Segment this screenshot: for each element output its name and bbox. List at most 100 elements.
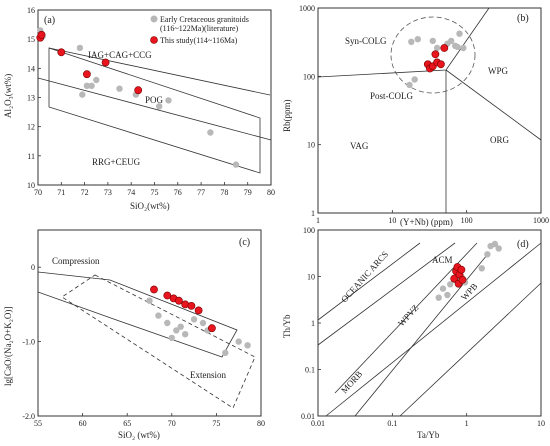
panel-a-ylabel: Al₂O₃(wt%) <box>3 74 13 118</box>
panel-d-fields <box>317 242 542 417</box>
legend-text-literature-age: (116~122Ma)(literature) <box>160 24 239 33</box>
literature-point <box>165 97 172 104</box>
y-tick-label: 10 <box>307 141 315 150</box>
field-label-oceanic-arcs: OCEANIC ARCS <box>339 249 390 304</box>
field-label-compression: Compression <box>52 256 100 266</box>
panel-d-axes: 0.01 0.1 1 10 0.01 0.1 1 10 100 <box>301 226 545 428</box>
this-study-point <box>57 48 66 57</box>
this-study-point <box>436 60 445 69</box>
panel-b-postcolg-ellipse <box>390 16 476 94</box>
literature-point <box>222 349 229 356</box>
x-tick-label: 75 <box>151 188 159 197</box>
field-label-vag: VAG <box>350 141 369 151</box>
panel-b: (b) 1 10 100 1000 1 10 100 1000 Syn-COLG WPG Po… <box>282 4 549 227</box>
literature-point <box>408 38 415 45</box>
panel-b-points <box>406 30 467 89</box>
panel-a: (a) 70 71 72 73 74 75 76 77 78 79 80 10 11 12 13 14 15 16… <box>3 6 275 211</box>
y-tick-label: 13 <box>27 94 35 103</box>
x-tick-label: 60 <box>79 419 87 428</box>
x-tick-label: 73 <box>104 188 112 197</box>
x-tick-label: 74 <box>127 188 135 197</box>
literature-point <box>235 338 242 345</box>
panel-c-label: (c) <box>239 237 250 248</box>
panel-a-points <box>36 27 240 168</box>
panel-b-label: (b) <box>517 13 529 24</box>
literature-point <box>168 334 175 342</box>
y-tick-label: 15 <box>27 35 35 44</box>
this-study-point <box>440 44 449 52</box>
x-tick-label: 100 <box>461 216 473 225</box>
x-tick-label: 72 <box>81 188 89 197</box>
literature-point <box>460 44 467 52</box>
panel-b-frame <box>317 7 542 214</box>
x-tick-label: 10 <box>537 419 545 428</box>
panel-a-fields <box>37 47 272 174</box>
this-study-point <box>458 275 467 284</box>
panel-d-line-5 <box>399 282 542 417</box>
field-label-org: ORG <box>490 135 510 145</box>
field-label-wpvz: WPVZ <box>396 303 420 329</box>
field-label-post-colg: Post-COLG <box>370 91 414 101</box>
x-tick-label: 55 <box>34 419 42 428</box>
literature-point <box>207 129 214 136</box>
y-tick-label: 11 <box>27 152 35 161</box>
panel-d-line-2 <box>317 242 456 346</box>
field-label-wpg: WPG <box>488 66 509 76</box>
this-study-point <box>431 50 440 59</box>
x-tick-label: 71 <box>57 188 65 197</box>
panel-a-legend: Early Cretaceous granitoids (116~122Ma)(… <box>150 15 249 45</box>
literature-point <box>495 245 502 252</box>
panel-c-fields <box>37 271 256 409</box>
panel-d-xlabel: Ta/Yb <box>417 430 440 440</box>
panel-c-axes: 55 60 65 70 75 80 -2.0 -1.0 0 <box>22 263 265 428</box>
y-tick-label: 100 <box>303 72 315 81</box>
x-tick-label: 76 <box>174 188 182 197</box>
literature-point <box>484 251 491 258</box>
literature-point <box>435 294 442 301</box>
this-study-point <box>457 265 466 274</box>
panel-c-ylabel: lg[CaO/(Na₂O+K₂O)] <box>3 307 13 386</box>
literature-point <box>429 37 436 45</box>
this-study-point <box>134 86 143 95</box>
y-tick-label: 1 <box>311 209 315 218</box>
literature-point <box>83 82 91 90</box>
panel-c-compression-field <box>37 271 238 358</box>
literature-point <box>478 265 485 272</box>
literature-point <box>79 91 86 98</box>
field-label-acm: ACM <box>432 255 453 265</box>
literature-point <box>182 331 189 338</box>
x-tick-label: 1 <box>316 216 320 225</box>
x-tick-label: 0.1 <box>387 419 397 428</box>
panel-c-frame <box>37 229 262 417</box>
literature-point <box>491 240 499 248</box>
panel-d-line-4 <box>354 254 488 417</box>
y-tick-label: 1000 <box>299 4 315 13</box>
y-tick-label: 16 <box>27 6 35 15</box>
literature-point <box>93 76 100 84</box>
literature-point <box>156 103 163 110</box>
panel-d-line-3 <box>334 242 478 394</box>
panel-d-points <box>435 240 502 301</box>
y-tick-label: 10 <box>307 273 315 282</box>
panel-a-xlabel: SiO₂(wt%) <box>130 201 170 211</box>
field-label-rrg: RRG+CEUG <box>92 157 141 167</box>
x-tick-label: 78 <box>220 188 228 197</box>
literature-point <box>173 327 180 334</box>
literature-point <box>116 85 123 92</box>
literature-point <box>76 44 84 52</box>
field-label-morb: MORB <box>339 369 364 395</box>
y-tick-label: 0 <box>31 263 35 272</box>
panel-d: (d) 0.01 0.1 1 10 0.01 0.1 1 10 100 OCEANIC ARCS… <box>282 226 545 440</box>
x-tick-label: 79 <box>244 188 252 197</box>
x-tick-label: 80 <box>267 188 275 197</box>
x-tick-label: 1000 <box>533 216 549 225</box>
field-label-extension: Extension <box>190 370 226 380</box>
x-tick-label: 77 <box>197 188 205 197</box>
x-tick-label: 70 <box>34 188 42 197</box>
literature-point <box>406 81 413 89</box>
literature-point <box>454 43 461 51</box>
x-tick-label: 65 <box>123 419 131 428</box>
this-study-point <box>207 324 216 333</box>
panel-d-line-1 <box>317 242 421 321</box>
